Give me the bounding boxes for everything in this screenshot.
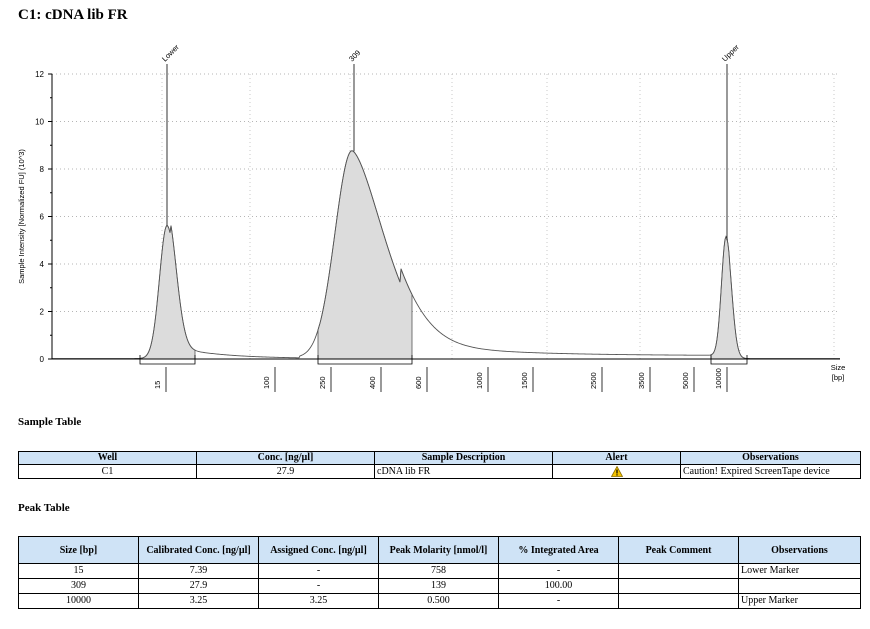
y-tick-label: 6 (40, 213, 45, 222)
y-tick-label: 8 (40, 165, 45, 174)
x-tick-label: 400 (368, 376, 377, 389)
x-tick-label: 250 (318, 376, 327, 389)
table-row: 10000 3.25 3.25 0.500 - Upper Marker (18, 593, 861, 609)
conc-cell: 27.9 (196, 464, 375, 479)
column-header: Observations (738, 536, 861, 564)
description-cell: cDNA lib FR (374, 464, 553, 479)
trace-fill (139, 150, 748, 360)
table-cell: 3.25 (258, 593, 379, 609)
table-row: 309 27.9 - 139 100.00 (18, 578, 861, 594)
peak-table-header: Size [bp] Calibrated Conc. [ng/µl] Assig… (18, 536, 861, 564)
table-row: 15 7.39 - 758 - Lower Marker (18, 563, 861, 579)
x-tick-label: 2500 (589, 372, 598, 389)
table-cell: 27.9 (138, 578, 259, 594)
y-tick-label: 2 (40, 308, 45, 317)
y-tick-label: 10 (35, 118, 44, 127)
table-cell: Upper Marker (738, 593, 861, 609)
sample-table-title: Sample Table (18, 416, 82, 428)
column-header: Well (18, 451, 197, 465)
table-cell: 10000 (18, 593, 139, 609)
integration-bracket (317, 355, 413, 365)
table-cell: - (258, 578, 379, 594)
y-tick-label: 4 (40, 260, 45, 269)
x-tick-label: 15 (153, 381, 162, 389)
x-tick-label: 100 (262, 376, 271, 389)
page-title: C1: cDNA lib FR (18, 7, 128, 23)
peak-table: Size [bp] Calibrated Conc. [ng/µl] Assig… (18, 536, 861, 609)
x-tick-label: 5000 (681, 372, 690, 389)
column-header: Peak Comment (618, 536, 739, 564)
integration-bracket (139, 355, 196, 365)
x-tick-label: 600 (414, 376, 423, 389)
table-cell: - (258, 563, 379, 579)
column-header: Sample Description (374, 451, 553, 465)
column-header: Assigned Conc. [ng/µl] (258, 536, 379, 564)
peak-label: Lower (160, 42, 181, 63)
column-header: % Integrated Area (498, 536, 619, 564)
table-cell: 139 (378, 578, 499, 594)
column-header: Peak Molarity [nmol/l] (378, 536, 499, 564)
peak-table-title: Peak Table (18, 502, 70, 514)
axes (48, 64, 840, 392)
electropherogram-chart: 0 2 4 6 8 10 12 Sample Intensity [Normalized FU… (17, 42, 845, 392)
y-tick-label: 0 (40, 355, 45, 364)
peak-label: Upper (720, 42, 741, 63)
column-header: Observations (680, 451, 861, 465)
column-header: Conc. [ng/µl] (196, 451, 375, 465)
y-tick-label: 12 (35, 70, 44, 79)
table-cell: 758 (378, 563, 499, 579)
x-tick-label: 1000 (475, 372, 484, 389)
column-header: Alert (552, 451, 681, 465)
x-axis-title-unit: [bp] (832, 373, 845, 382)
x-tick-label: 3500 (637, 372, 646, 389)
sample-table: Well Conc. [ng/µl] Sample Description Al… (18, 451, 861, 479)
table-cell: 100.00 (498, 578, 619, 594)
well-cell: C1 (18, 464, 197, 479)
table-cell: Lower Marker (738, 563, 861, 579)
table-cell (618, 578, 739, 594)
observations-cell: Caution! Expired ScreenTape device (680, 464, 861, 479)
labels: 0 2 4 6 8 10 12 Sample Intensity [Normalized FU… (17, 42, 845, 389)
column-header: Size [bp] (18, 536, 139, 564)
peak-label: 309 (347, 48, 362, 63)
table-cell: - (498, 563, 619, 579)
x-tick-label: 10000 (714, 368, 723, 389)
column-header: Calibrated Conc. [ng/µl] (138, 536, 259, 564)
table-cell (618, 593, 739, 609)
table-cell (738, 578, 861, 594)
table-cell: - (498, 593, 619, 609)
table-row: C1 27.9 cDNA lib FR Caution! Expired Scr… (18, 464, 861, 479)
table-cell: 15 (18, 563, 139, 579)
grid (52, 73, 840, 359)
table-cell: 3.25 (138, 593, 259, 609)
table-cell (618, 563, 739, 579)
y-axis-title: Sample Intensity [Normalized FU] (10^3) (17, 149, 26, 284)
table-cell: 309 (18, 578, 139, 594)
trace (52, 150, 840, 359)
integration-bracket (710, 355, 748, 365)
x-axis-title: Size (831, 363, 846, 372)
trace-line (52, 150, 840, 359)
alert-cell (552, 464, 681, 479)
sample-table-header: Well Conc. [ng/µl] Sample Description Al… (18, 451, 861, 465)
table-cell: 7.39 (138, 563, 259, 579)
table-cell: 0.500 (378, 593, 499, 609)
x-tick-label: 1500 (520, 372, 529, 389)
warning-icon (610, 466, 623, 478)
